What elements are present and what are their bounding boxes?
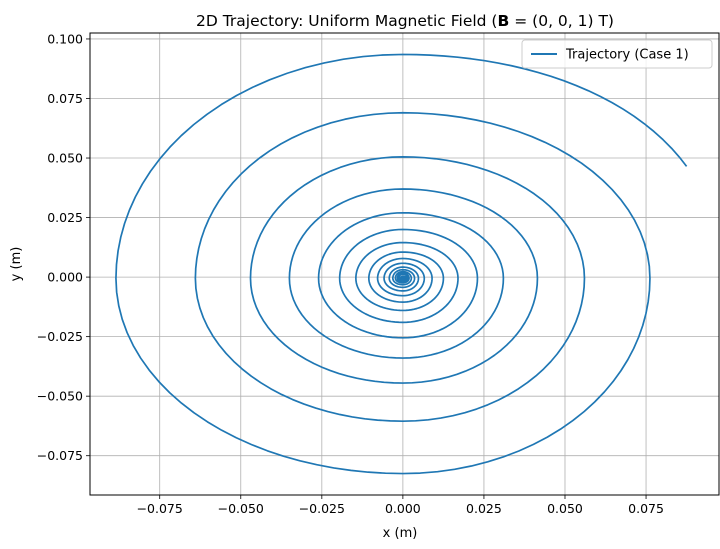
y-tick-label: 0.050 — [47, 151, 83, 166]
chart-title: 2D Trajectory: Uniform Magnetic Field (B… — [196, 12, 614, 30]
y-tick-label: 0.025 — [47, 210, 83, 225]
y-axis-label: y (m) — [9, 247, 24, 282]
y-tick-label: 0.100 — [47, 31, 83, 46]
x-tick-label: 0.000 — [385, 501, 421, 516]
series-layer — [115, 53, 688, 475]
x-tick-label: 0.025 — [466, 501, 502, 516]
x-tick-label: −0.050 — [218, 501, 264, 516]
y-tick-label: 0.075 — [47, 91, 83, 106]
y-tick-label: −0.050 — [37, 389, 83, 404]
x-tick-label: −0.075 — [137, 501, 183, 516]
x-tick-label: 0.050 — [547, 501, 583, 516]
trajectory-line — [115, 53, 688, 475]
y-tick-label: −0.075 — [37, 448, 83, 463]
y-tick-label: −0.025 — [37, 329, 83, 344]
plot-frame — [89, 32, 720, 496]
legend: Trajectory (Case 1) — [521, 39, 713, 69]
y-tick-label: 0.000 — [47, 270, 83, 285]
axis-ticks: −0.075 −0.050 −0.025 0.000 0.025 0.050 0.075 −0… — [37, 31, 664, 516]
x-tick-label: 0.075 — [628, 501, 664, 516]
x-tick-label: −0.025 — [299, 501, 345, 516]
legend-label: Trajectory (Case 1) — [565, 48, 689, 63]
x-axis-label: x (m) — [383, 526, 418, 541]
legend-box — [521, 39, 713, 69]
